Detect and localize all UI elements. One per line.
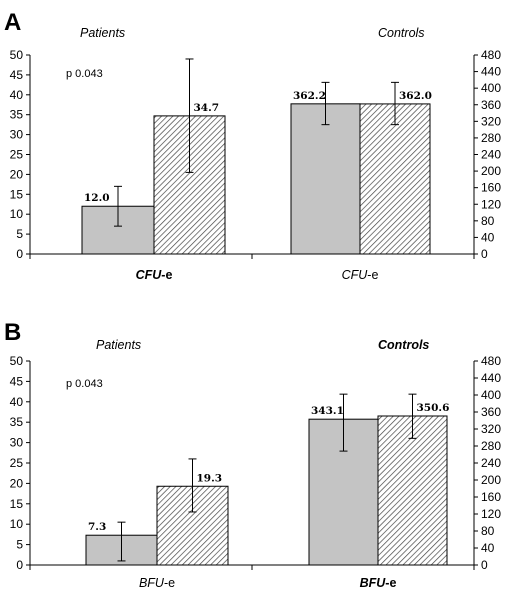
data-label: 362.0 (399, 90, 432, 102)
right-tick-label: 280 (481, 131, 501, 145)
left-tick-label: 30 (10, 128, 24, 142)
left-tick-label: 35 (10, 108, 24, 122)
left-tick-label: 45 (10, 68, 24, 82)
right-tick-label: 440 (481, 65, 501, 79)
data-label: 19.3 (197, 472, 223, 484)
right-tick-label: 240 (481, 148, 501, 162)
group-label: Controls (378, 338, 429, 352)
data-label: 350.6 (417, 402, 450, 414)
right-tick-label: 120 (481, 197, 501, 211)
group-label: Patients (96, 338, 141, 352)
left-tick-label: 40 (10, 395, 24, 409)
p-value-label: p 0.043 (66, 378, 103, 390)
right-tick-label: 200 (481, 164, 501, 178)
left-tick-label: 0 (16, 558, 23, 572)
group-label: Patients (80, 26, 125, 40)
x-category-label: BFU-e (139, 576, 175, 590)
right-tick-label: 80 (481, 524, 495, 538)
right-tick-label: 0 (481, 247, 488, 261)
right-tick-label: 360 (481, 405, 501, 419)
left-tick-label: 45 (10, 374, 24, 388)
data-label: 343.1 (311, 405, 344, 417)
data-label: 34.7 (194, 102, 220, 114)
left-tick-label: 15 (10, 187, 24, 201)
bar-controls-solid (290, 103, 361, 255)
left-tick-label: 25 (10, 456, 24, 470)
left-tick-label: 25 (10, 148, 24, 162)
right-tick-label: 360 (481, 98, 501, 112)
x-category-label: BFU-e (360, 576, 397, 590)
left-tick-label: 40 (10, 88, 24, 102)
p-value-label: p 0.043 (66, 68, 103, 80)
left-tick-label: 50 (10, 48, 24, 62)
right-tick-label: 320 (481, 114, 501, 128)
data-label: 7.3 (88, 521, 106, 533)
x-category-label: CFU-e (342, 268, 379, 282)
bar-controls-hatched (377, 415, 448, 566)
right-tick-label: 0 (481, 558, 488, 572)
data-label: 362.2 (293, 90, 326, 102)
right-tick-label: 400 (481, 388, 501, 402)
right-tick-label: 40 (481, 541, 495, 555)
left-tick-label: 20 (10, 167, 24, 181)
left-tick-label: 10 (10, 207, 24, 221)
right-tick-label: 80 (481, 214, 495, 228)
group-label: Controls (378, 26, 425, 40)
left-tick-label: 30 (10, 436, 24, 450)
left-tick-label: 20 (10, 476, 24, 490)
left-tick-label: 35 (10, 415, 24, 429)
panel-b-chart: B 0 5 10 15 20 25 30 35 40 45 50 0 40 80 120 160 200 240 28… (4, 319, 501, 590)
right-tick-label: 440 (481, 371, 501, 385)
right-tick-label: 200 (481, 473, 501, 487)
right-tick-label: 40 (481, 230, 495, 244)
panel-a-chart: A 0 5 10 15 20 25 30 35 40 45 50 0 40 80 120 160 200 240 28… (4, 9, 501, 282)
right-tick-label: 480 (481, 48, 501, 62)
data-label: 12.0 (84, 192, 110, 204)
left-tick-label: 5 (16, 227, 23, 241)
x-category-label: CFU-e (136, 268, 173, 282)
right-tick-label: 480 (481, 354, 501, 368)
left-tick-label: 15 (10, 497, 24, 511)
right-tick-label: 240 (481, 456, 501, 470)
panel-letter: A (4, 9, 21, 36)
left-tick-label: 0 (16, 247, 23, 261)
right-tick-label: 400 (481, 81, 501, 95)
left-tick-label: 50 (10, 354, 24, 368)
bar-controls-hatched (359, 103, 431, 255)
panel-letter: B (4, 319, 21, 346)
right-tick-label: 280 (481, 439, 501, 453)
right-tick-label: 160 (481, 181, 501, 195)
right-tick-label: 160 (481, 490, 501, 504)
left-tick-label: 5 (16, 538, 23, 552)
left-tick-label: 10 (10, 517, 24, 531)
right-tick-label: 320 (481, 422, 501, 436)
right-tick-label: 120 (481, 507, 501, 521)
